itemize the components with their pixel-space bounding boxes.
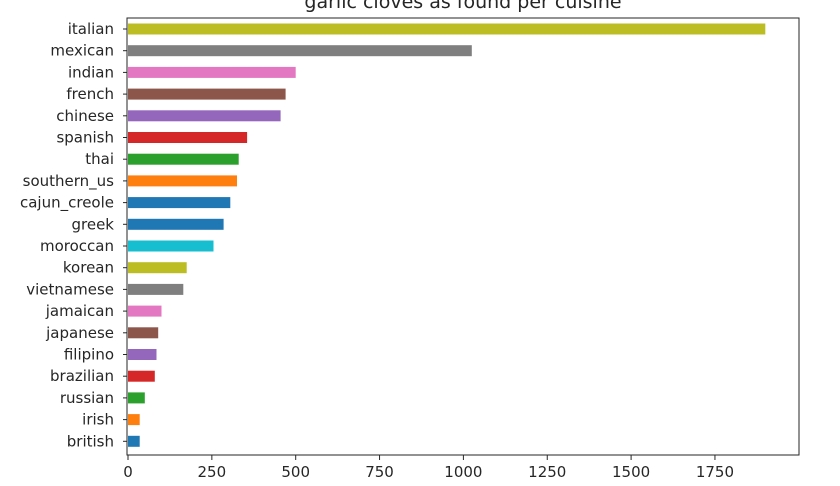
y-tick-label-southern_us: southern_us [23, 172, 115, 191]
y-tick-label-russian: russian [60, 389, 114, 407]
bar-italian [128, 23, 766, 35]
y-tick-label-mexican: mexican [50, 42, 114, 60]
x-tick-label-1250: 1250 [528, 463, 566, 481]
x-tick-label-500: 500 [281, 463, 310, 481]
y-tick-label-greek: greek [71, 215, 114, 233]
plot-frame [126, 17, 800, 456]
x-tick-label-0: 0 [123, 463, 133, 481]
bar-southern_us [128, 175, 237, 187]
bar-korean [128, 262, 187, 274]
bar-russian [128, 392, 145, 404]
x-axis: 0 250 500 750 1000 1250 1500 1750 [123, 455, 734, 481]
x-tick-label-750: 750 [365, 463, 394, 481]
y-tick-label-thai: thai [85, 150, 114, 168]
y-tick-label-vietnamese: vietnamese [26, 280, 114, 298]
y-tick-label-japanese: japanese [45, 324, 114, 342]
x-tick-label-1500: 1500 [612, 463, 650, 481]
x-tick-label-1000: 1000 [444, 463, 482, 481]
bar-irish [128, 414, 140, 426]
bar-french [128, 88, 286, 100]
y-tick-label-brazilian: brazilian [50, 367, 114, 385]
bars [128, 23, 766, 447]
bar-spanish [128, 132, 248, 143]
bar-indian [128, 66, 296, 78]
y-tick-label-jamaican: jamaican [45, 302, 114, 320]
chart-title: garlic cloves as found per cuisine [304, 0, 621, 13]
y-tick-label-indian: indian [68, 63, 114, 81]
bar-filipino [128, 349, 157, 360]
y-tick-label-spanish: spanish [56, 129, 114, 147]
y-axis: italian mexican indian french chinese spanish… [20, 20, 127, 450]
bar-greek [128, 218, 224, 230]
y-tick-label-italian: italian [68, 20, 114, 38]
bar-moroccan [128, 240, 214, 252]
bar-japanese [128, 327, 159, 339]
y-tick-label-korean: korean [63, 259, 114, 277]
x-tick-label-250: 250 [198, 463, 227, 481]
y-tick-label-cajun_creole: cajun_creole [20, 194, 114, 213]
bar-thai [128, 153, 239, 165]
bar-brazilian [128, 370, 155, 382]
y-tick-label-moroccan: moroccan [40, 237, 114, 255]
bar-cajun_creole [128, 197, 231, 209]
y-tick-label-irish: irish [82, 411, 114, 429]
bar-mexican [128, 45, 472, 57]
bar-vietnamese [128, 283, 184, 295]
bar-british [128, 435, 140, 447]
y-tick-label-british: british [67, 432, 114, 450]
x-tick-label-1750: 1750 [696, 463, 734, 481]
y-tick-label-french: french [66, 85, 114, 103]
y-tick-label-filipino: filipino [64, 346, 114, 364]
bar-chinese [128, 110, 281, 122]
bar-jamaican [128, 305, 162, 317]
y-tick-label-chinese: chinese [56, 107, 114, 125]
